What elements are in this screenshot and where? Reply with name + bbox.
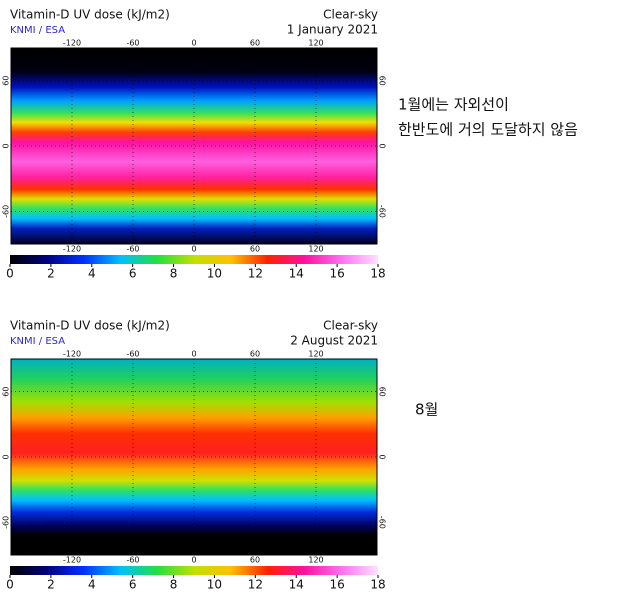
lon-label: 120 bbox=[308, 556, 323, 565]
lat-label: 60 bbox=[378, 76, 387, 86]
colorbar-label: 10 bbox=[207, 267, 222, 281]
lat-label: 0 bbox=[378, 143, 387, 148]
lon-label: -120 bbox=[63, 350, 81, 359]
uv-map bbox=[10, 47, 378, 245]
note: 8월 bbox=[415, 401, 438, 419]
colorbar-label: 6 bbox=[129, 267, 137, 281]
lat-label: 60 bbox=[378, 387, 387, 397]
date: 1 January 2021 bbox=[287, 23, 378, 37]
map-title: Vitamin-D UV dose (kJ/m2) bbox=[10, 319, 170, 333]
colorbar-label: 12 bbox=[248, 267, 263, 281]
lat-label: 0 bbox=[2, 143, 11, 148]
lon-label: 0 bbox=[191, 245, 196, 254]
lon-label: 120 bbox=[308, 350, 323, 359]
lat-label: -60 bbox=[2, 516, 11, 529]
lat-label: 0 bbox=[2, 454, 11, 459]
lon-label: -120 bbox=[63, 39, 81, 48]
colorbar-label: 8 bbox=[170, 578, 178, 592]
lon-label: 60 bbox=[250, 350, 260, 359]
lon-label: 60 bbox=[250, 39, 260, 48]
condition: Clear-sky bbox=[323, 319, 378, 333]
lon-label: 60 bbox=[250, 556, 260, 565]
colorbar-label: 4 bbox=[88, 267, 96, 281]
lat-label: 0 bbox=[378, 454, 387, 459]
note: 1월에는 자외선이 bbox=[398, 96, 509, 114]
lat-label: -60 bbox=[2, 205, 11, 218]
colorbar-label: 10 bbox=[207, 578, 222, 592]
note: 한반도에 거의 도달하지 않음 bbox=[398, 121, 578, 139]
colorbar bbox=[10, 566, 378, 575]
colorbar bbox=[10, 255, 378, 264]
lon-label: -120 bbox=[63, 245, 81, 254]
colorbar-label: 16 bbox=[329, 267, 344, 281]
colorbar-label: 6 bbox=[129, 578, 137, 592]
lon-label: -60 bbox=[126, 39, 139, 48]
lat-label: -60 bbox=[378, 516, 387, 529]
lon-label: 0 bbox=[191, 556, 196, 565]
lat-label: -60 bbox=[378, 205, 387, 218]
source: KNMI / ESA bbox=[10, 25, 65, 36]
colorbar-label: 16 bbox=[329, 578, 344, 592]
lon-label: -60 bbox=[126, 350, 139, 359]
lon-label: 120 bbox=[308, 39, 323, 48]
lon-label: -60 bbox=[126, 556, 139, 565]
colorbar-label: 2 bbox=[47, 578, 55, 592]
map-title: Vitamin-D UV dose (kJ/m2) bbox=[10, 8, 170, 22]
colorbar-label: 0 bbox=[6, 578, 14, 592]
colorbar-label: 12 bbox=[248, 578, 263, 592]
date: 2 August 2021 bbox=[290, 334, 378, 348]
lat-label: 60 bbox=[2, 76, 11, 86]
colorbar-label: 8 bbox=[170, 267, 178, 281]
lon-label: 0 bbox=[191, 39, 196, 48]
lon-label: -120 bbox=[63, 556, 81, 565]
lon-label: 120 bbox=[308, 245, 323, 254]
colorbar-label: 4 bbox=[88, 578, 96, 592]
condition: Clear-sky bbox=[323, 8, 378, 22]
uv-map bbox=[10, 358, 378, 556]
colorbar-label: 14 bbox=[289, 267, 304, 281]
colorbar-label: 18 bbox=[370, 267, 385, 281]
lon-label: 0 bbox=[191, 350, 196, 359]
colorbar-label: 18 bbox=[370, 578, 385, 592]
colorbar-label: 2 bbox=[47, 267, 55, 281]
colorbar-label: 0 bbox=[6, 267, 14, 281]
colorbar-label: 14 bbox=[289, 578, 304, 592]
lat-label: 60 bbox=[2, 387, 11, 397]
lon-label: -60 bbox=[126, 245, 139, 254]
source: KNMI / ESA bbox=[10, 336, 65, 347]
lon-label: 60 bbox=[250, 245, 260, 254]
